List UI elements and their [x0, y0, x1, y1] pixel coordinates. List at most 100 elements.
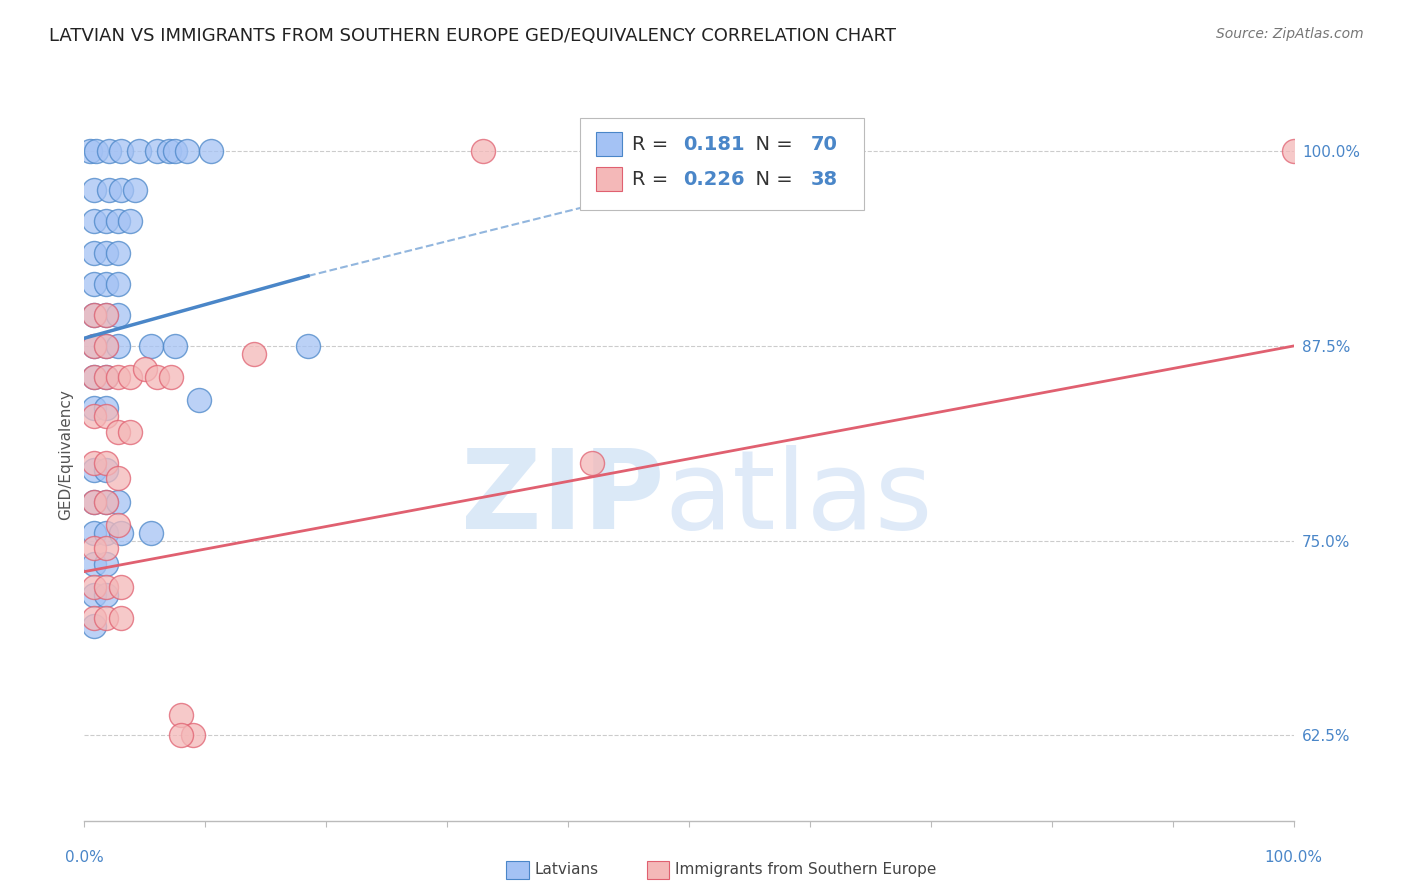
- Point: [94, 339, 117, 353]
- Point: [242, 347, 264, 361]
- Text: 38: 38: [811, 169, 838, 189]
- Point: [83, 401, 105, 416]
- Point: [83, 183, 105, 197]
- Text: 100.0%: 100.0%: [1264, 850, 1323, 865]
- Point: [107, 214, 129, 228]
- Point: [94, 370, 117, 384]
- Point: [146, 370, 169, 384]
- Point: [181, 728, 204, 742]
- Point: [176, 145, 198, 159]
- Point: [94, 339, 117, 353]
- Point: [83, 557, 105, 571]
- Point: [83, 541, 105, 556]
- Point: [297, 339, 319, 353]
- Point: [146, 145, 169, 159]
- Text: 0.181: 0.181: [683, 135, 745, 153]
- Point: [94, 245, 117, 260]
- Point: [83, 277, 105, 291]
- Text: N =: N =: [744, 169, 800, 189]
- Point: [83, 245, 105, 260]
- Point: [107, 277, 129, 291]
- Point: [120, 425, 142, 439]
- Point: [110, 183, 132, 197]
- Text: Source: ZipAtlas.com: Source: ZipAtlas.com: [1216, 27, 1364, 41]
- Point: [94, 525, 117, 540]
- Point: [128, 145, 150, 159]
- Point: [83, 611, 105, 625]
- Bar: [596, 132, 623, 156]
- Point: [94, 463, 117, 477]
- Point: [79, 145, 101, 159]
- Point: [107, 245, 129, 260]
- Point: [83, 588, 105, 602]
- Point: [83, 214, 105, 228]
- Point: [83, 494, 105, 508]
- Text: ZIP: ZIP: [461, 445, 665, 552]
- Point: [107, 370, 129, 384]
- Point: [83, 308, 105, 322]
- Point: [94, 308, 117, 322]
- Point: [86, 145, 108, 159]
- Bar: [596, 168, 623, 191]
- Point: [94, 214, 117, 228]
- Point: [83, 463, 105, 477]
- Point: [120, 370, 142, 384]
- Point: [83, 525, 105, 540]
- Point: [188, 393, 211, 408]
- Point: [107, 339, 129, 353]
- Point: [107, 471, 129, 485]
- Point: [94, 456, 117, 470]
- Point: [110, 611, 132, 625]
- Point: [110, 145, 132, 159]
- Point: [581, 456, 603, 470]
- Text: Latvians: Latvians: [534, 863, 599, 877]
- Y-axis label: GED/Equivalency: GED/Equivalency: [58, 390, 73, 520]
- Point: [94, 494, 117, 508]
- Point: [472, 145, 495, 159]
- Text: Immigrants from Southern Europe: Immigrants from Southern Europe: [675, 863, 936, 877]
- Point: [83, 370, 105, 384]
- Point: [94, 370, 117, 384]
- Point: [94, 494, 117, 508]
- Text: R =: R =: [633, 169, 675, 189]
- Point: [97, 145, 120, 159]
- Text: R =: R =: [633, 135, 675, 153]
- Point: [107, 425, 129, 439]
- Point: [165, 145, 187, 159]
- Point: [94, 557, 117, 571]
- Point: [139, 525, 162, 540]
- Text: 70: 70: [811, 135, 838, 153]
- Point: [83, 580, 105, 594]
- Point: [83, 494, 105, 508]
- Point: [134, 362, 156, 376]
- Point: [139, 339, 162, 353]
- Point: [110, 525, 132, 540]
- Point: [107, 308, 129, 322]
- Point: [107, 494, 129, 508]
- Text: N =: N =: [744, 135, 800, 153]
- Text: 0.0%: 0.0%: [65, 850, 104, 865]
- Point: [83, 339, 105, 353]
- Point: [94, 401, 117, 416]
- Point: [83, 370, 105, 384]
- Point: [200, 145, 222, 159]
- Point: [120, 214, 142, 228]
- Point: [94, 277, 117, 291]
- Point: [83, 619, 105, 633]
- Text: atlas: atlas: [665, 445, 934, 552]
- Point: [97, 183, 120, 197]
- Point: [170, 728, 193, 742]
- Point: [107, 518, 129, 533]
- Point: [157, 145, 180, 159]
- Point: [94, 588, 117, 602]
- Point: [83, 409, 105, 423]
- Point: [94, 541, 117, 556]
- Text: 0.226: 0.226: [683, 169, 745, 189]
- Point: [1282, 145, 1305, 159]
- Point: [110, 580, 132, 594]
- Point: [124, 183, 146, 197]
- Point: [83, 456, 105, 470]
- Point: [83, 339, 105, 353]
- Point: [94, 580, 117, 594]
- FancyBboxPatch shape: [581, 119, 865, 210]
